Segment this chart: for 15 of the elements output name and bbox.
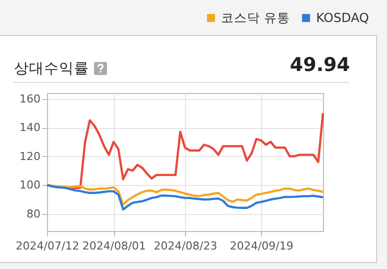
line-series <box>46 184 324 211</box>
y-tick-label: 160 <box>20 92 40 106</box>
y-tick-label: 120 <box>20 150 40 163</box>
x-tick-label: 2024/08/23 <box>154 240 218 252</box>
y-tick-label: 140 <box>20 121 40 134</box>
x-tick-label: 2024/09/19 <box>230 240 294 252</box>
x-tick-label: 2024/08/01 <box>82 240 146 252</box>
legend-label: 코스닥 유통 <box>220 10 290 27</box>
text: 49.94 <box>290 54 350 76</box>
legend-label: KOSDAQ <box>315 10 369 27</box>
x-tick-label: 2024/07/12 <box>16 240 80 252</box>
y-tick-label: 100 <box>20 178 40 192</box>
chart-title: 상대수익률 <box>14 60 89 78</box>
line-series <box>46 184 324 206</box>
y-tick-label: 80 <box>26 207 40 220</box>
